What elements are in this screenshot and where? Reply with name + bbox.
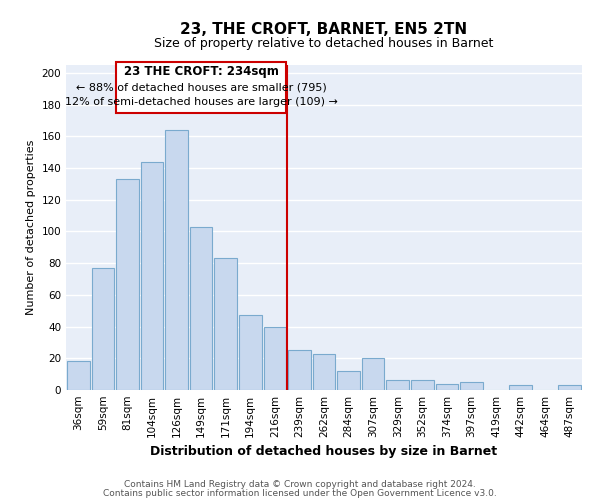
Text: Size of property relative to detached houses in Barnet: Size of property relative to detached ho… [154, 38, 494, 51]
Bar [386, 380, 409, 390]
Bar [460, 382, 483, 390]
Text: 23, THE CROFT, BARNET, EN5 2TN: 23, THE CROFT, BARNET, EN5 2TN [181, 22, 467, 38]
Bar [67, 362, 89, 390]
Bar [116, 179, 139, 390]
Bar [436, 384, 458, 390]
Bar [288, 350, 311, 390]
Bar [263, 326, 286, 390]
Bar [92, 268, 114, 390]
Bar [140, 162, 163, 390]
Text: 23 THE CROFT: 234sqm: 23 THE CROFT: 234sqm [124, 66, 278, 78]
Text: 12% of semi-detached houses are larger (109) →: 12% of semi-detached houses are larger (… [65, 98, 338, 108]
Bar [165, 130, 188, 390]
FancyBboxPatch shape [116, 62, 286, 112]
Text: Contains HM Land Registry data © Crown copyright and database right 2024.: Contains HM Land Registry data © Crown c… [124, 480, 476, 489]
X-axis label: Distribution of detached houses by size in Barnet: Distribution of detached houses by size … [151, 446, 497, 458]
Bar [214, 258, 237, 390]
Bar [337, 371, 360, 390]
Y-axis label: Number of detached properties: Number of detached properties [26, 140, 36, 315]
Text: ← 88% of detached houses are smaller (795): ← 88% of detached houses are smaller (79… [76, 82, 326, 92]
Bar [411, 380, 434, 390]
Text: Contains public sector information licensed under the Open Government Licence v3: Contains public sector information licen… [103, 488, 497, 498]
Bar [313, 354, 335, 390]
Bar [509, 385, 532, 390]
Bar [190, 226, 212, 390]
Bar [239, 316, 262, 390]
Bar [559, 385, 581, 390]
Bar [362, 358, 385, 390]
